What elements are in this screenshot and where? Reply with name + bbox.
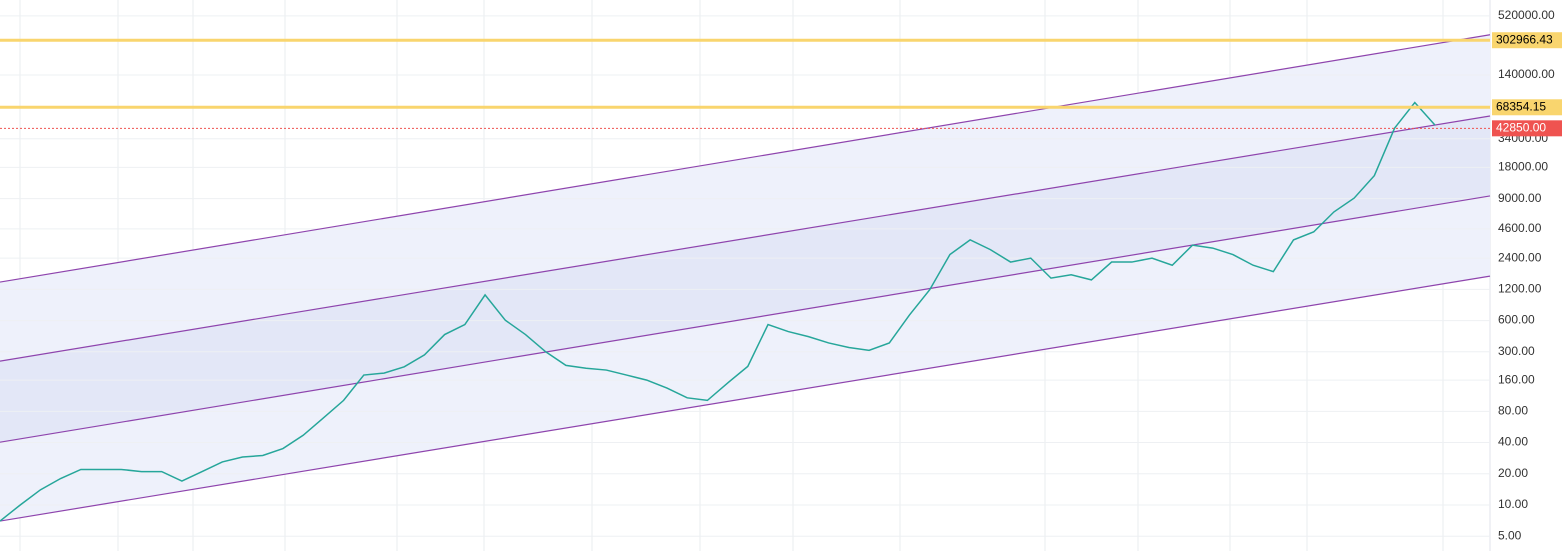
price-label-box bbox=[1492, 120, 1562, 137]
price-label: 42850.00 bbox=[1496, 120, 1546, 134]
y-tick-label: 4600.00 bbox=[1498, 221, 1542, 235]
y-tick-label: 10.00 bbox=[1498, 497, 1528, 511]
y-tick-label: 20.00 bbox=[1498, 466, 1528, 480]
price-label: 68354.15 bbox=[1496, 99, 1546, 113]
trend-line bbox=[0, 195, 1491, 443]
price-label-box bbox=[1492, 99, 1562, 116]
price-label: 302966.43 bbox=[1496, 32, 1553, 46]
y-tick-label: 80.00 bbox=[1498, 403, 1528, 417]
y-tick-label: 18000.00 bbox=[1498, 160, 1548, 174]
y-tick-label: 520000.00 bbox=[1498, 8, 1555, 22]
price-line bbox=[0, 101, 1436, 522]
y-tick-label: 140000.00 bbox=[1498, 67, 1555, 81]
trend-line bbox=[0, 115, 1491, 362]
y-tick-label: 40.00 bbox=[1498, 435, 1528, 449]
channel-band bbox=[0, 115, 1490, 443]
y-tick-label: 160.00 bbox=[1498, 372, 1535, 386]
y-tick-label: 600.00 bbox=[1498, 313, 1535, 327]
trend-line bbox=[0, 275, 1491, 522]
y-tick-label: 1200.00 bbox=[1498, 282, 1542, 296]
y-tick-label: 2400.00 bbox=[1498, 250, 1542, 264]
price-label-box bbox=[1492, 32, 1562, 49]
trend-line bbox=[0, 34, 1491, 283]
y-tick-label: 5.00 bbox=[1498, 528, 1522, 542]
y-tick-label: 300.00 bbox=[1498, 344, 1535, 358]
y-tick-label: 9000.00 bbox=[1498, 191, 1542, 205]
